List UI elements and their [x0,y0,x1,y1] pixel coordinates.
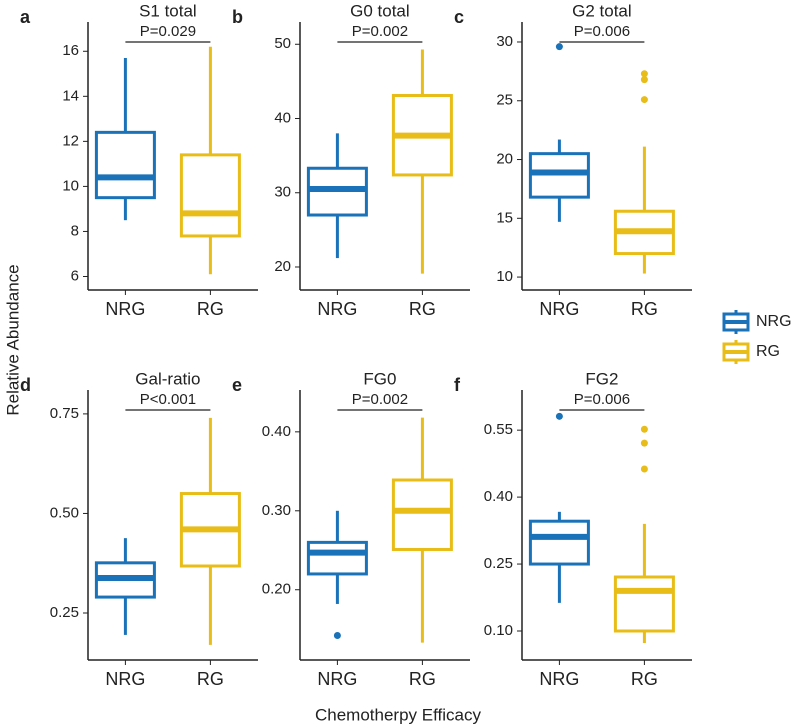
legend-label: RG [756,343,780,360]
y-tick-label: 0.10 [484,622,513,639]
x-tick-label: RG [631,299,658,319]
y-tick-label: 20 [496,150,513,167]
panel-title: FG2 [585,369,618,388]
outlier [640,425,648,433]
panel-label: f [454,375,461,395]
p-value: P=0.006 [574,23,630,40]
y-tick-label: 20 [274,258,291,275]
x-tick-label: NRG [317,299,357,319]
y-tick-label: 0.25 [484,555,513,572]
panel-label: e [232,375,242,395]
x-tick-label: NRG [539,299,579,319]
y-tick-label: 0.75 [50,405,79,422]
outlier [640,439,648,447]
y-tick-label: 0.40 [484,488,513,505]
box [613,575,675,633]
x-tick-label: NRG [105,299,145,319]
legend-label: NRG [756,313,792,330]
panel-title: G0 total [350,1,410,20]
y-tick-label: 40 [274,109,291,126]
y-tick-label: 0.30 [262,502,291,519]
panel-label: d [20,375,31,395]
p-value: P<0.001 [140,391,196,408]
y-tick-label: 6 [71,267,79,284]
y-tick-label: 50 [274,35,291,52]
y-tick-label: 30 [496,33,513,50]
y-tick-label: 30 [274,184,291,201]
panel-label: a [20,7,31,27]
x-axis-label: Chemotherpy Efficacy [315,705,481,724]
y-tick-label: 0.40 [262,423,291,440]
y-tick-label: 16 [62,42,79,59]
x-tick-label: RG [631,669,658,689]
y-tick-label: 10 [496,268,513,285]
y-tick-label: 0.55 [484,421,513,438]
box [528,519,590,566]
y-tick-label: 10 [62,177,79,194]
panel-title: S1 total [139,1,197,20]
panel-title: Gal-ratio [135,369,200,388]
box [391,478,453,551]
x-tick-label: RG [197,669,224,689]
x-tick-label: RG [197,299,224,319]
y-tick-label: 0.25 [50,604,79,621]
p-value: P=0.029 [140,23,196,40]
box [179,153,241,238]
p-value: P=0.002 [352,391,408,408]
p-value: P=0.006 [574,391,630,408]
outlier [640,76,648,84]
x-tick-label: NRG [539,669,579,689]
panel-title: FG0 [363,369,396,388]
outlier [640,70,648,78]
y-axis-label: Relative Abundance [3,264,22,415]
p-value: P=0.002 [352,23,408,40]
outlier [555,43,563,51]
x-tick-label: NRG [105,669,145,689]
panel-label: c [454,7,464,27]
outlier [640,465,648,473]
outlier [640,96,648,104]
box [306,540,368,576]
y-tick-label: 0.50 [50,504,79,521]
box [94,130,156,200]
outlier [333,632,341,640]
panel-label: b [232,7,243,27]
y-tick-label: 25 [496,92,513,109]
y-tick-label: 14 [62,87,79,104]
y-tick-label: 0.20 [262,581,291,598]
y-tick-label: 12 [62,132,79,149]
panel-title: G2 total [572,1,632,20]
x-tick-label: RG [409,669,436,689]
y-tick-label: 15 [496,209,513,226]
x-tick-label: NRG [317,669,357,689]
x-tick-label: RG [409,299,436,319]
outlier [555,412,563,420]
y-tick-label: 8 [71,222,79,239]
